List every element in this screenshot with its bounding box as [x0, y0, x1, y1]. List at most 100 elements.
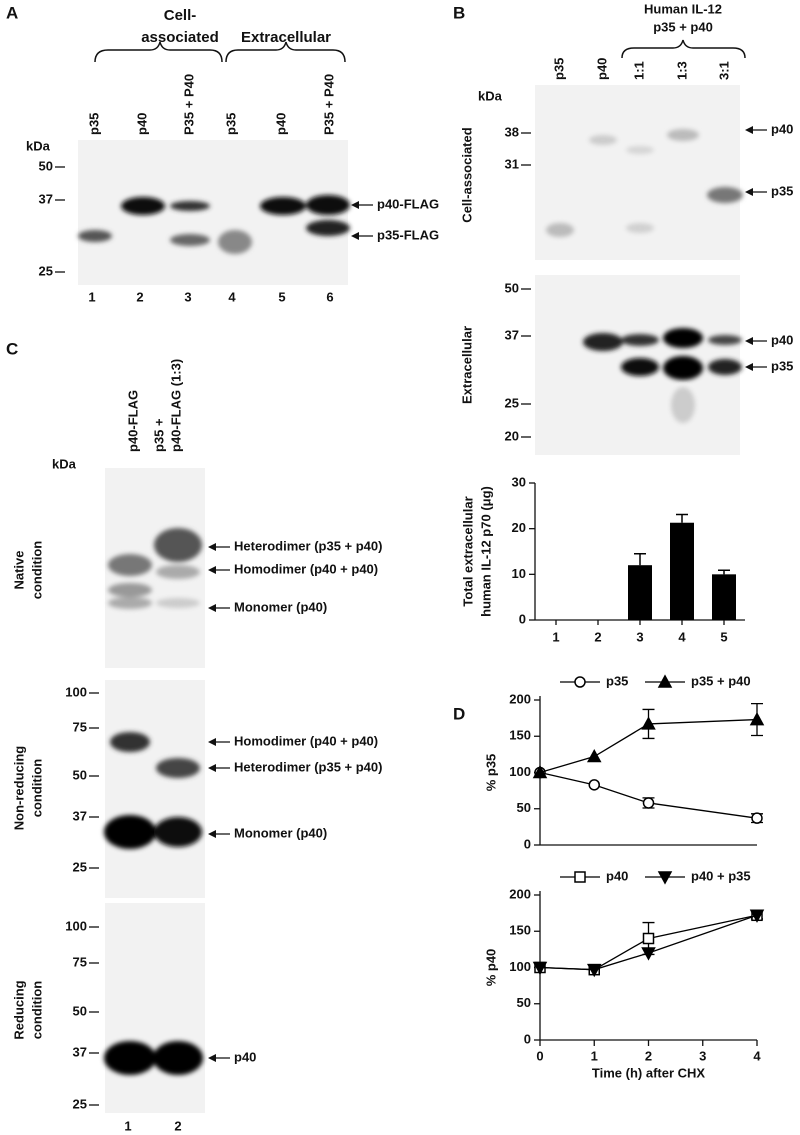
band-label: p40	[771, 121, 793, 136]
lane-number: 2	[136, 289, 143, 304]
mw-marker: 25	[39, 263, 53, 278]
lane-number: 4	[228, 289, 236, 304]
lane-label: 1:1	[631, 61, 646, 80]
lane-label: p35	[86, 113, 101, 135]
point	[532, 764, 548, 779]
y-tick-label: 0	[519, 611, 526, 626]
lane-number: 1	[88, 289, 95, 304]
blot-label: condition	[29, 981, 44, 1040]
arrow-head	[745, 188, 753, 196]
y-tick-label: 150	[509, 728, 531, 743]
y-axis-label: % p40	[483, 949, 498, 987]
group-label: Extracellular	[241, 29, 331, 46]
lane-label: p35	[551, 58, 566, 80]
point	[641, 947, 656, 961]
point	[586, 963, 602, 978]
mw-marker: 38	[505, 124, 519, 139]
group-label: associated	[141, 29, 219, 46]
lane-label: p40	[273, 113, 288, 135]
unit-label: kDa	[478, 88, 503, 103]
legend-label: p35 + p40	[691, 673, 751, 688]
band-label: p35	[771, 358, 793, 373]
y-tick-label: 0	[524, 836, 531, 851]
bar	[670, 522, 694, 620]
x-tick-label: 2	[594, 629, 601, 644]
mw-marker: 37	[73, 1044, 87, 1059]
mw-marker: 25	[505, 395, 519, 410]
blot-label: Extracellular	[459, 326, 474, 404]
unit-label: kDa	[26, 138, 51, 153]
lane-number: 1	[124, 1118, 131, 1133]
arrow-head	[208, 738, 216, 746]
error-bar	[634, 553, 646, 566]
mw-marker: 31	[505, 156, 519, 171]
lane-label: 1:3	[674, 61, 689, 80]
x-tick-label: 1	[591, 1048, 598, 1063]
point	[641, 716, 656, 730]
mw-marker: 37	[39, 191, 53, 206]
mw-marker: 50	[39, 158, 53, 173]
blot-label: Reducing	[11, 980, 26, 1039]
band-label: Monomer (p40)	[234, 599, 327, 614]
point	[751, 812, 763, 824]
panel-letter: C	[6, 339, 18, 358]
y-tick-label: 0	[524, 1031, 531, 1046]
arrow-head	[208, 566, 216, 574]
blot-label: Native	[11, 550, 26, 589]
bar	[628, 565, 652, 620]
mw-marker: 75	[73, 719, 87, 734]
lane-label: p40	[594, 58, 609, 80]
blot	[78, 140, 348, 285]
x-tick-label: 5	[720, 629, 727, 644]
brace	[621, 39, 746, 59]
point	[586, 748, 602, 763]
lane-number: 3	[184, 289, 191, 304]
point	[749, 909, 765, 923]
band-label: p40	[234, 1049, 256, 1064]
error-bar	[718, 569, 730, 575]
band-label: p35-FLAG	[377, 227, 439, 242]
y-axis-label: Total extracellular	[460, 496, 475, 606]
band-label: Heterodimer (p35 + p40)	[234, 538, 382, 553]
band-label: p40-FLAG	[377, 196, 439, 211]
x-axis-label: Time (h) after CHX	[592, 1065, 705, 1080]
legend-label: p40	[606, 868, 628, 883]
y-tick-label: 150	[509, 923, 531, 938]
lane-label: p35	[223, 113, 238, 135]
mw-marker: 25	[73, 1096, 87, 1111]
x-tick-label: 1	[552, 629, 559, 644]
band-label: Homodimer (p40 + p40)	[234, 561, 378, 576]
lane-number: 6	[326, 289, 333, 304]
y-tick-label: 10	[512, 566, 526, 581]
lane-label: 3:1	[716, 61, 731, 80]
y-axis-label: human IL-12 p70 (μg)	[478, 486, 493, 617]
mw-marker: 75	[73, 954, 87, 969]
point	[657, 871, 673, 885]
y-tick-label: 100	[509, 959, 531, 974]
x-tick-label: 0	[536, 1048, 543, 1063]
band-label: p40	[771, 332, 793, 347]
y-tick-label: 20	[512, 520, 526, 535]
y-tick-label: 50	[517, 800, 531, 815]
mw-marker: 50	[73, 767, 87, 782]
point	[532, 961, 548, 976]
unit-label: kDa	[52, 456, 77, 471]
lane-label: p35 +	[151, 418, 166, 452]
y-axis-label: % p35	[483, 754, 498, 792]
blot-label: Non-reducing	[11, 746, 26, 831]
panel-letter: A	[6, 3, 18, 22]
lane-number: 5	[278, 289, 285, 304]
arrow-head	[745, 126, 753, 134]
point	[749, 712, 765, 726]
arrow-head	[745, 363, 753, 371]
mw-marker: 50	[73, 1003, 87, 1018]
mw-marker: 25	[73, 859, 87, 874]
bands	[78, 129, 743, 1075]
header: p35 + p40	[653, 19, 713, 34]
blot-label: condition	[29, 541, 44, 600]
mw-marker: 100	[65, 918, 87, 933]
panel-letter: D	[453, 704, 465, 723]
y-tick-label: 200	[509, 691, 531, 706]
y-tick-label: 200	[509, 886, 531, 901]
